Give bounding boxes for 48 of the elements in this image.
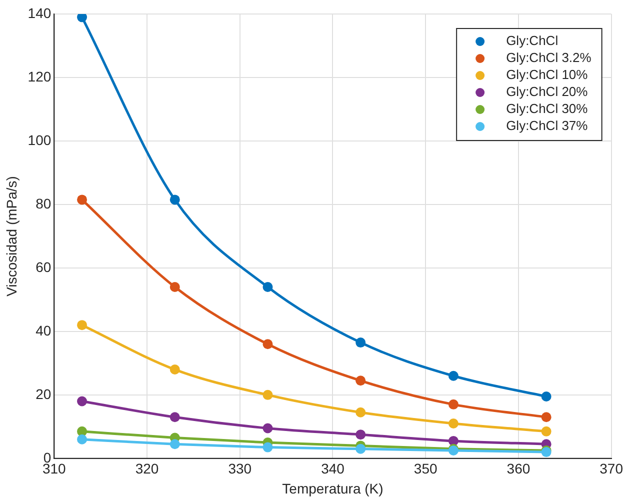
x-axis-title: Temperatura (K) (282, 480, 384, 496)
legend-label: Gly:ChCl 30% (506, 101, 588, 116)
point (77, 396, 88, 406)
x-tick-label: 350 (414, 460, 438, 477)
point (356, 430, 366, 440)
point (541, 426, 552, 436)
point (448, 370, 458, 381)
point (262, 339, 273, 350)
point (77, 320, 88, 330)
legend-label: Gly:ChCl (506, 33, 558, 48)
point (448, 399, 458, 410)
legend-label: Gly:ChCl 37% (506, 118, 588, 134)
y-tick-label: 60 (36, 258, 52, 275)
y-tick-label: 120 (28, 68, 52, 84)
x-tick-label: 330 (228, 460, 252, 477)
point (77, 434, 88, 444)
y-tick-label: 140 (28, 4, 52, 21)
point (541, 392, 552, 402)
y-tick-label: 100 (28, 132, 52, 148)
point (262, 442, 273, 452)
point (170, 194, 180, 205)
point (170, 439, 180, 450)
y-tick-label: 40 (36, 322, 52, 338)
point (262, 282, 273, 292)
point (356, 338, 366, 348)
x-tick-label: 340 (321, 460, 345, 477)
x-tick-label: 360 (506, 460, 530, 477)
point (77, 14, 88, 22)
y-axis-title: Viscosidad (mPa/s) (3, 176, 20, 296)
point (448, 418, 458, 428)
y-tick-label: 0 (43, 449, 52, 466)
point (170, 412, 180, 422)
point (170, 364, 180, 375)
point (170, 282, 180, 292)
legend-label: Gly:ChCl 3.2% (506, 50, 592, 66)
legend-label: Gly:ChCl 20% (506, 84, 588, 100)
point (356, 407, 366, 418)
y-tick-label: 20 (36, 386, 52, 402)
point (356, 444, 366, 454)
point (541, 412, 552, 422)
point (356, 376, 366, 386)
point (262, 423, 273, 434)
point (262, 390, 273, 400)
x-tick-label: 370 (600, 460, 624, 477)
point (77, 194, 88, 205)
legend-label: Gly:ChCl 10% (506, 67, 588, 82)
x-tick-label: 320 (135, 460, 159, 477)
y-tick-label: 80 (36, 195, 52, 212)
